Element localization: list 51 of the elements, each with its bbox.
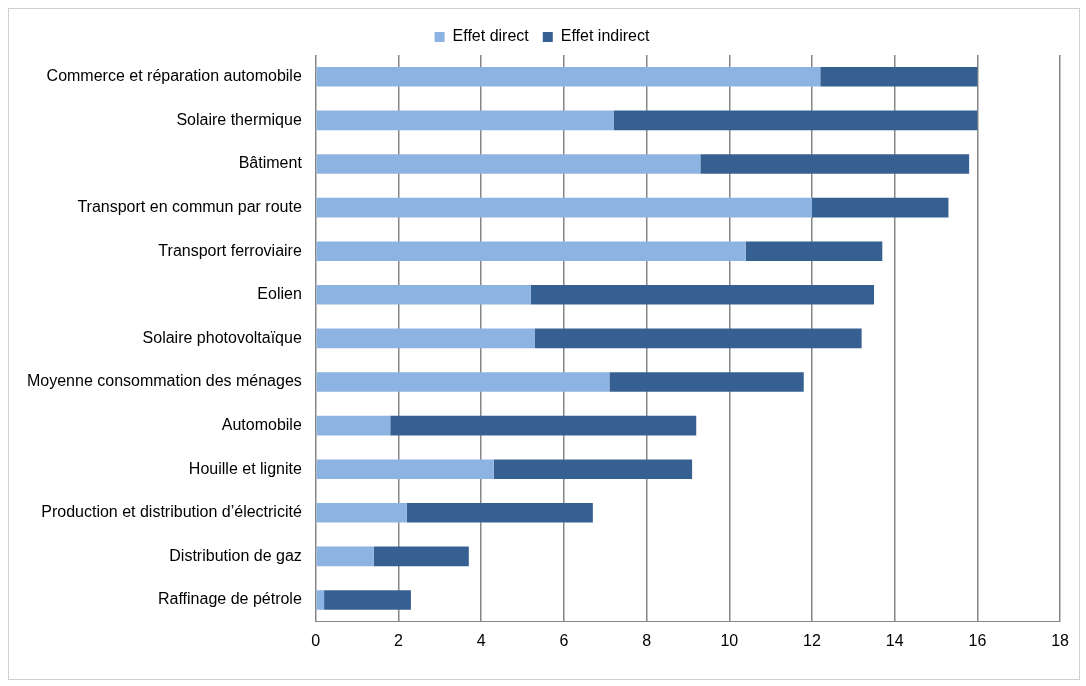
bar	[745, 241, 883, 262]
y-tick-label: Eolien	[257, 285, 302, 303]
y-tick-label: Commerce et réparation automobile	[46, 67, 302, 85]
bar	[530, 284, 875, 305]
bar	[316, 110, 614, 131]
bar	[316, 415, 391, 436]
x-tick-label: 8	[642, 631, 652, 649]
y-tick-label: Transport ferroviaire	[158, 241, 302, 259]
y-tick-label: Raffinage de pétrole	[158, 590, 302, 608]
bar	[316, 546, 374, 567]
y-tick-label: Bâtiment	[238, 154, 303, 172]
legend-label: Effet indirect	[560, 27, 650, 45]
bar	[390, 415, 697, 436]
y-tick-label: Production et distribution d’électricité	[41, 503, 302, 521]
x-tick-label: 4	[476, 631, 486, 649]
x-tick-label: 0	[311, 631, 321, 649]
bar	[534, 328, 862, 349]
bar	[316, 66, 821, 87]
bar	[316, 502, 407, 523]
x-tick-label: 18	[1051, 631, 1070, 649]
y-tick-label: Solaire photovoltaïque	[142, 328, 302, 346]
y-tick-label: Houille et lignite	[188, 459, 302, 477]
bar	[700, 154, 970, 174]
bar	[609, 372, 804, 392]
bar	[316, 372, 610, 392]
bar	[812, 197, 949, 218]
bar	[316, 154, 701, 174]
x-tick-label: 12	[803, 631, 822, 649]
bar	[316, 197, 813, 218]
bar	[406, 502, 593, 523]
x-tick-label: 10	[720, 631, 739, 649]
x-tick-label: 6	[559, 631, 569, 649]
bar	[613, 110, 978, 131]
y-tick-label: Solaire thermique	[176, 110, 302, 128]
y-tick-label: Moyenne consommation des ménages	[26, 372, 302, 390]
bar	[324, 590, 411, 610]
bar	[820, 66, 978, 87]
bar	[373, 546, 469, 567]
bar	[316, 328, 535, 349]
bar	[493, 459, 693, 480]
x-tick-label: 14	[885, 631, 904, 649]
bar	[316, 284, 531, 305]
bar	[316, 459, 494, 480]
bar	[316, 241, 746, 262]
bar	[316, 590, 325, 610]
x-tick-label: 2	[394, 631, 404, 649]
y-tick-label: Automobile	[221, 416, 302, 434]
legend-label: Effet direct	[452, 27, 530, 45]
y-tick-label: Transport en commun par route	[77, 198, 302, 216]
x-tick-label: 16	[968, 631, 987, 649]
y-tick-label: Distribution de gaz	[169, 546, 302, 564]
